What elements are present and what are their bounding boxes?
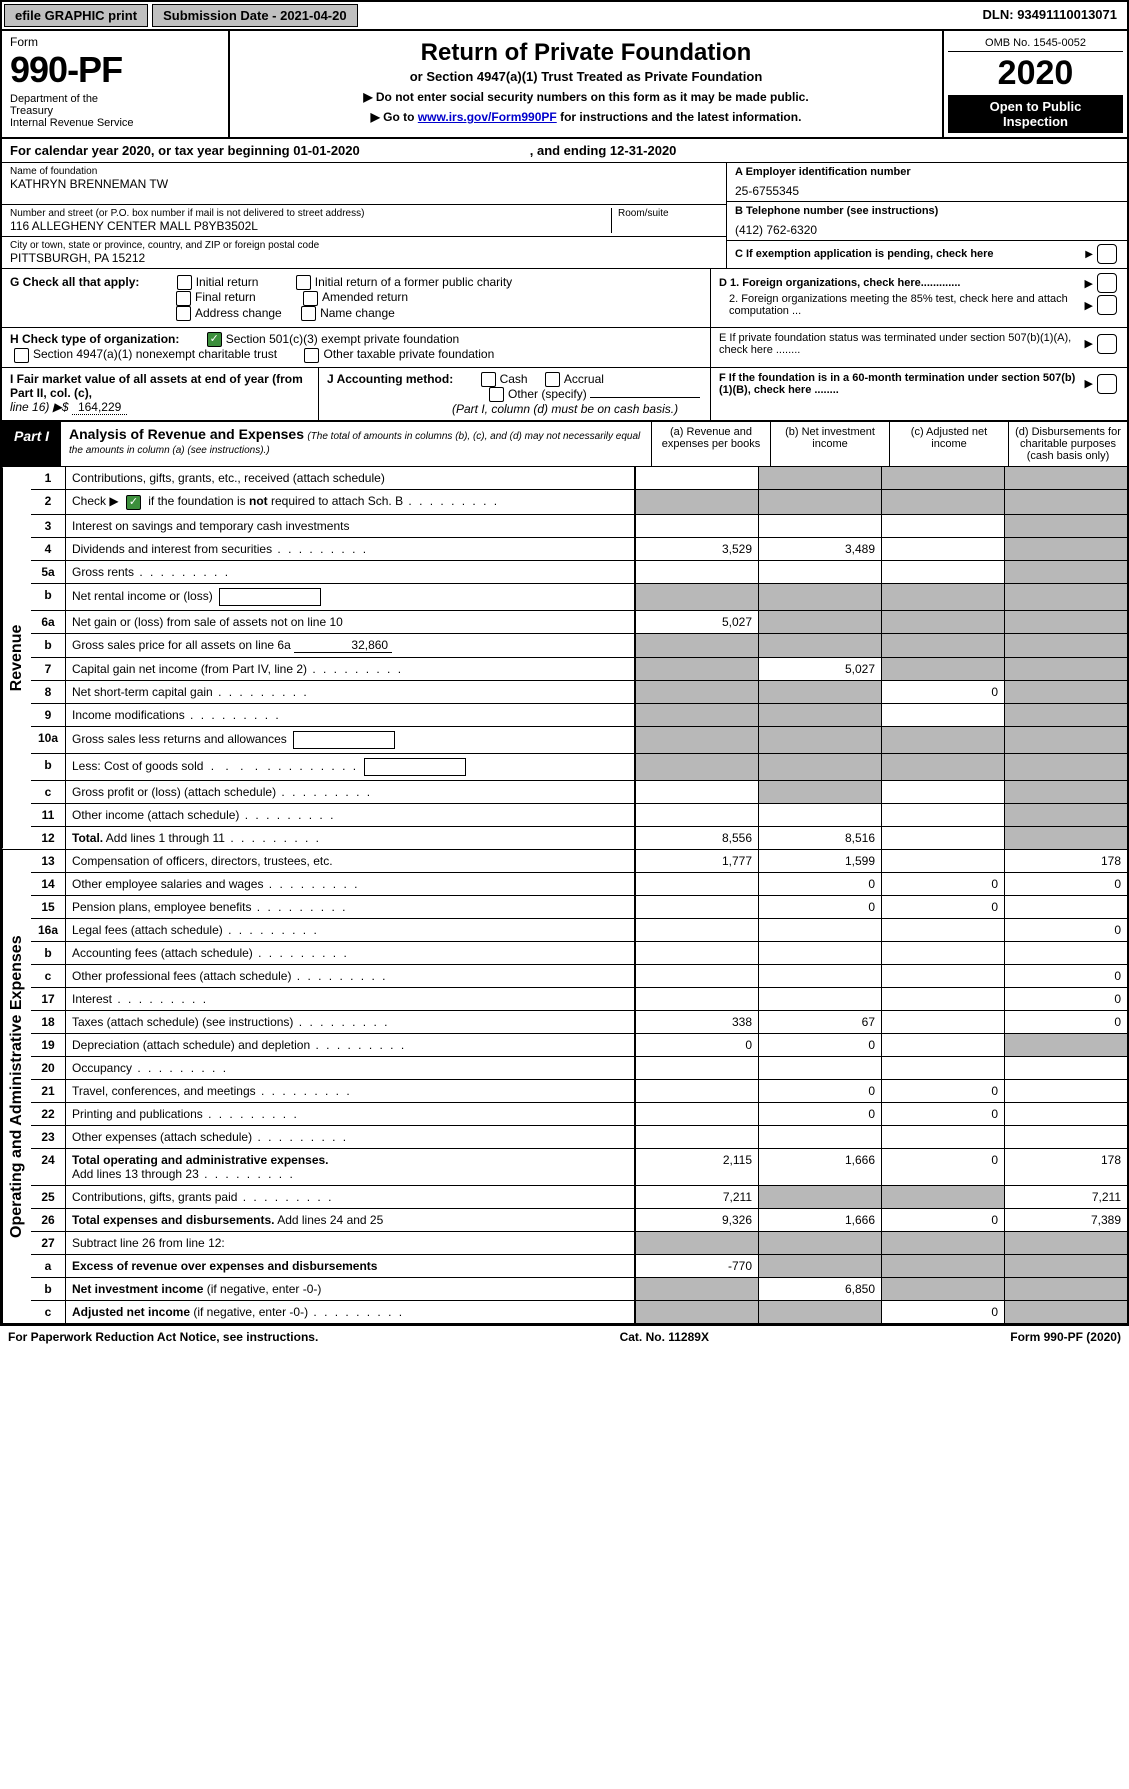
d-section: D 1. Foreign organizations, check here..… (711, 269, 1127, 327)
submission-date: Submission Date - 2021-04-20 (152, 4, 358, 27)
calendar-year-row: For calendar year 2020, or tax year begi… (2, 139, 1127, 163)
d2-checkbox[interactable] (1097, 295, 1117, 315)
paperwork-notice: For Paperwork Reduction Act Notice, see … (8, 1330, 318, 1344)
form-title: Return of Private Foundation (240, 39, 932, 67)
revenue-label: Revenue (2, 467, 31, 848)
amended-return-checkbox[interactable] (303, 291, 318, 306)
phone-value: (412) 762-6320 (735, 217, 1119, 237)
name-label: Name of foundation (10, 166, 718, 177)
e-section: E If private foundation status was termi… (710, 328, 1127, 367)
initial-return-checkbox[interactable] (177, 275, 192, 290)
other-taxable-checkbox[interactable] (304, 348, 319, 363)
h-section: H Check type of organization: Section 50… (2, 328, 710, 367)
i-section: I Fair market value of all assets at end… (2, 368, 319, 421)
foundation-name: KATHRYN BRENNEMAN TW (10, 177, 718, 191)
dln-number: DLN: 93491110013071 (973, 2, 1127, 29)
efile-button[interactable]: efile GRAPHIC print (4, 4, 148, 27)
tax-year: 2020 (948, 52, 1123, 95)
col-c-header: (c) Adjusted net income (889, 422, 1008, 466)
omb-number: OMB No. 1545-0052 (948, 35, 1123, 52)
col-d-header: (d) Disbursements for charitable purpose… (1008, 422, 1127, 466)
initial-return-former-checkbox[interactable] (296, 275, 311, 290)
address-change-checkbox[interactable] (176, 306, 191, 321)
exemption-checkbox[interactable] (1097, 244, 1117, 264)
city-state-zip: PITTSBURGH, PA 15212 (10, 251, 718, 265)
accrual-checkbox[interactable] (545, 372, 560, 387)
f-checkbox[interactable] (1097, 374, 1117, 394)
top-bar: efile GRAPHIC print Submission Date - 20… (2, 2, 1127, 31)
addr-label: Number and street (or P.O. box number if… (10, 208, 605, 219)
instruction-2: ▶ Go to www.irs.gov/Form990PF for instru… (240, 110, 932, 124)
g-section: G Check all that apply: Initial return I… (2, 269, 711, 327)
form-footer: Form 990-PF (2020) (1010, 1330, 1121, 1344)
department: Department of theTreasuryInternal Revenu… (10, 91, 220, 129)
final-return-checkbox[interactable] (176, 291, 191, 306)
part1-tab: Part I (2, 422, 61, 466)
col-b-header: (b) Net investment income (770, 422, 889, 466)
fmv-value: 164,229 (72, 400, 127, 415)
cash-checkbox[interactable] (481, 372, 496, 387)
instructions-link[interactable]: www.irs.gov/Form990PF (418, 110, 557, 124)
col-a-header: (a) Revenue and expenses per books (651, 422, 770, 466)
instruction-1: ▶ Do not enter social security numbers o… (240, 90, 932, 104)
f-section: F If the foundation is in a 60-month ter… (711, 368, 1127, 421)
501c3-checkbox[interactable] (207, 332, 222, 347)
header: Form 990-PF Department of theTreasuryInt… (2, 31, 1127, 139)
other-method-checkbox[interactable] (489, 387, 504, 402)
j-section: J Accounting method: Cash Accrual Other … (319, 368, 711, 421)
city-label: City or town, state or province, country… (10, 240, 718, 251)
cat-number: Cat. No. 11289X (620, 1330, 709, 1344)
part1-header: Part I Analysis of Revenue and Expenses … (2, 422, 1127, 467)
expenses-label: Operating and Administrative Expenses (2, 850, 31, 1323)
exemption-label: C If exemption application is pending, c… (735, 248, 1085, 260)
ein-value: 25-6755345 (735, 178, 1119, 198)
form-label: Form (10, 35, 220, 49)
schb-checkbox[interactable] (126, 495, 141, 510)
form-number: 990-PF (10, 49, 220, 91)
phone-label: B Telephone number (see instructions) (735, 205, 1119, 217)
street-address: 116 ALLEGHENY CENTER MALL P8YB3502L (10, 219, 605, 233)
footer: For Paperwork Reduction Act Notice, see … (0, 1326, 1129, 1348)
e-checkbox[interactable] (1097, 334, 1117, 354)
form-subtitle: or Section 4947(a)(1) Trust Treated as P… (240, 69, 932, 84)
4947a1-checkbox[interactable] (14, 348, 29, 363)
name-change-checkbox[interactable] (301, 306, 316, 321)
d1-checkbox[interactable] (1097, 273, 1117, 293)
room-label: Room/suite (618, 208, 718, 219)
ein-label: A Employer identification number (735, 166, 1119, 178)
open-to-public: Open to PublicInspection (948, 95, 1123, 133)
